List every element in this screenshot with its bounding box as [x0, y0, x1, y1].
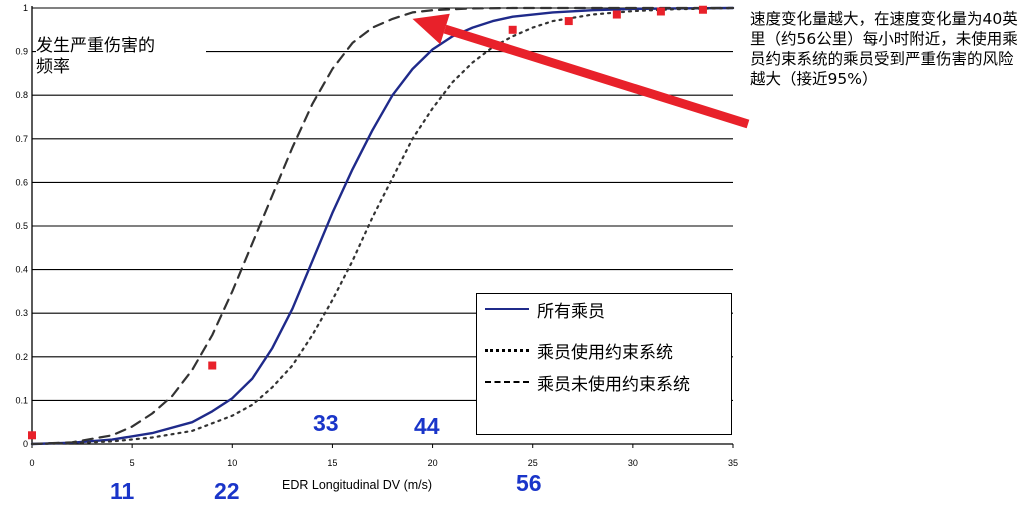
y-tick-label: 0.8 — [15, 90, 28, 100]
x-tick-label: 25 — [528, 458, 538, 468]
data-markers — [28, 5, 707, 440]
arrow-shaft — [443, 24, 750, 129]
y-tick-label: 0.1 — [15, 395, 28, 405]
data-marker — [208, 361, 217, 370]
data-marker — [698, 5, 707, 14]
annotation-text: 速度变化量越大，在速度变化量为40英里（约56公里）每小时附近，未使用乘员约束系… — [750, 10, 1018, 88]
x-tick-label: 20 — [428, 458, 438, 468]
y-tick-label: 0.5 — [15, 221, 28, 231]
series-line — [30, 6, 735, 446]
legend-swatch-dashed — [485, 381, 529, 383]
kmh-label-33: 33 — [313, 410, 339, 436]
x-tick-label: 10 — [227, 458, 237, 468]
data-marker — [564, 17, 573, 26]
x-tick-label: 35 — [728, 458, 738, 468]
data-marker — [612, 10, 621, 19]
kmh-label-56: 56 — [516, 470, 542, 496]
series-line — [30, 6, 735, 446]
legend-label: 乘员未使用约束系统 — [537, 375, 690, 395]
kmh-label-11: 11 — [110, 478, 135, 504]
arrow-head — [412, 13, 450, 45]
series-lines — [30, 6, 735, 446]
y-tick-label: 0 — [23, 439, 28, 449]
y-tick-label: 0.4 — [15, 265, 28, 275]
x-tick-label: 15 — [327, 458, 337, 468]
y-tick-label: 1 — [23, 3, 28, 13]
legend-label: 乘员使用约束系统 — [537, 343, 673, 363]
data-marker — [28, 431, 36, 440]
legend: 所有乘员 乘员使用约束系统 乘员未使用约束系统 — [476, 293, 732, 435]
y-tick-label: 0.6 — [15, 177, 28, 187]
y-tick-label: 0.3 — [15, 308, 28, 318]
data-marker — [656, 7, 665, 16]
x-tick-label: 30 — [628, 458, 638, 468]
y-axis-label: 发生严重伤害的 频率 — [36, 36, 206, 78]
x-axis-label: EDR Longitudinal DV (m/s) — [282, 478, 433, 492]
data-marker — [508, 25, 517, 34]
x-tick-label: 5 — [130, 458, 135, 468]
annotation-arrow — [412, 13, 750, 129]
axes — [31, 6, 734, 448]
kmh-label-44: 44 — [414, 413, 440, 439]
legend-label: 所有乘员 — [537, 302, 605, 322]
y-tick-label: 0.2 — [15, 352, 28, 362]
series-line — [30, 6, 735, 446]
x-tick-label: 0 — [29, 458, 34, 468]
tick-labels: 00.10.20.30.40.50.60.70.80.910 5 10 15 20 25 3… — [15, 3, 738, 468]
kmh-label-22: 22 — [214, 478, 240, 504]
y-tick-label: 0.9 — [15, 47, 28, 57]
legend-swatch-solid — [485, 308, 529, 310]
y-tick-label: 0.7 — [15, 134, 28, 144]
legend-swatch-dotted — [485, 349, 529, 352]
